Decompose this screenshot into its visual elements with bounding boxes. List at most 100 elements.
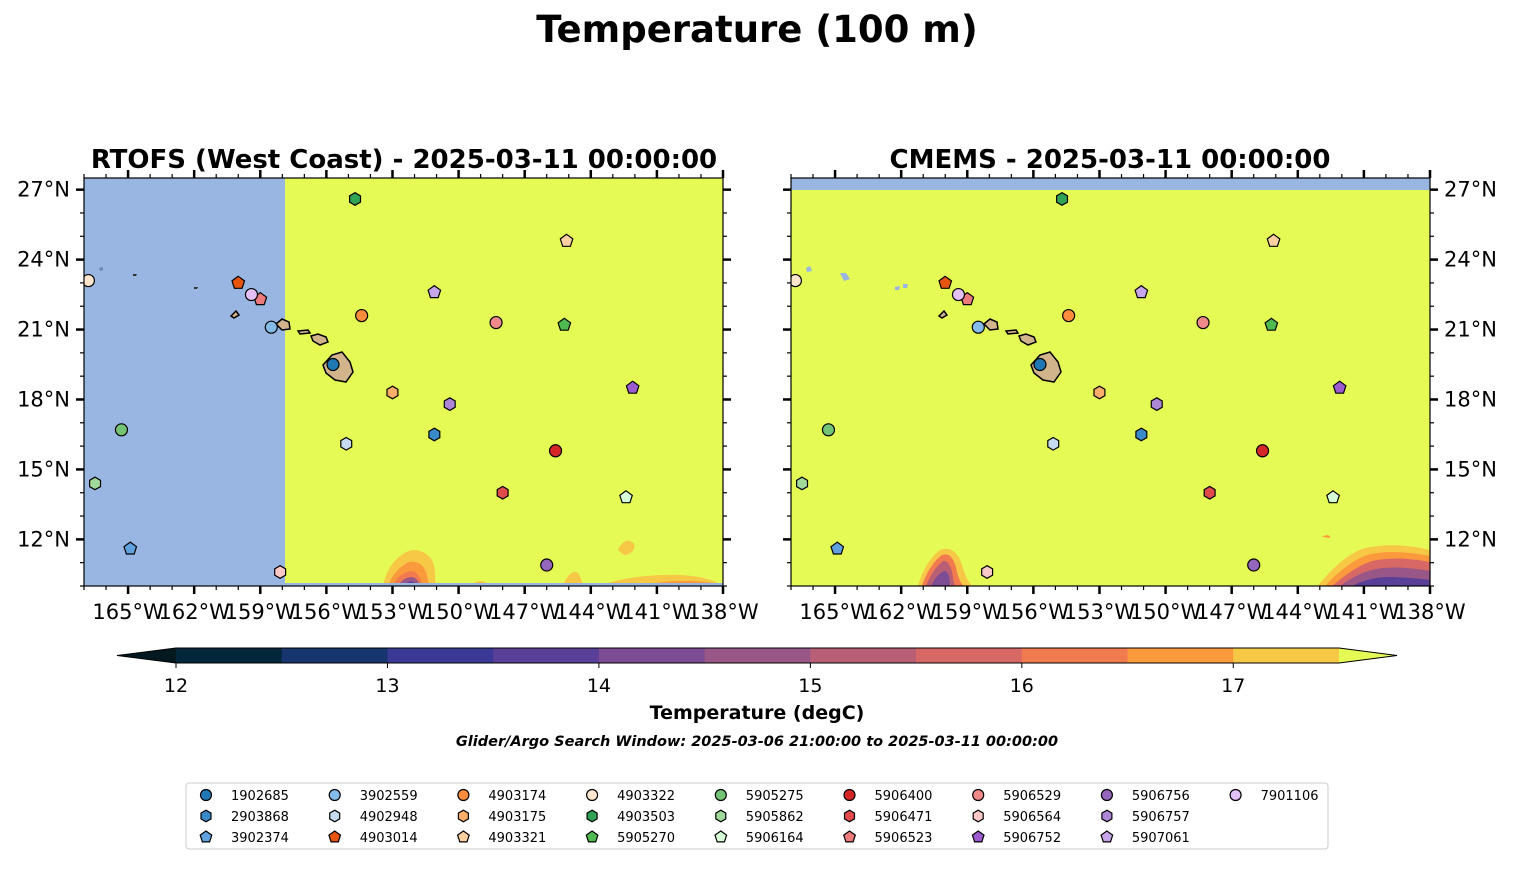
colorbar-tick-label: 17 xyxy=(1221,675,1245,697)
float-5906400-rtofs xyxy=(548,444,563,458)
nodata-strip-cmems xyxy=(791,178,1430,190)
colorbar-ticks: 12 13 14 15 16 17 xyxy=(164,663,1245,697)
float-4903174-cmems xyxy=(1062,308,1076,323)
legend-label-5906564: 5906564 xyxy=(1003,810,1061,825)
frame-cmems xyxy=(790,177,1431,587)
legend-item-5906756: 5906756 xyxy=(1100,788,1190,804)
float-5906757-cmems xyxy=(1150,397,1163,412)
map-area-cmems xyxy=(791,178,1430,586)
x-tick-label-cmems: 141°W xyxy=(1328,600,1400,624)
legend-item-4903321: 4903321 xyxy=(456,830,546,846)
legend-label-3902559: 3902559 xyxy=(360,789,418,804)
float-markers-rtofs xyxy=(84,192,640,579)
float-5906471-rtofs xyxy=(496,485,509,500)
colorbar-tick-label: 15 xyxy=(798,675,822,697)
legend-label-5906756: 5906756 xyxy=(1132,789,1190,804)
island-molokai-rtofs xyxy=(296,329,312,335)
axes-rtofs: 165°W162°W159°W156°W153°W150°W147°W144°W… xyxy=(17,170,759,624)
island-kauai-rtofs xyxy=(229,309,241,319)
float-3902559-rtofs xyxy=(264,320,278,334)
y-tick-label-cmems: 18°N xyxy=(1444,387,1497,411)
panel-title-rtofs: RTOFS (West Coast) - 2025-03-11 00:00:00 xyxy=(91,145,717,175)
temperature-field-rtofs xyxy=(285,178,723,586)
float-5906529-rtofs xyxy=(489,315,503,330)
legend-marker-5906757 xyxy=(1101,809,1113,823)
legend-marker-4903322 xyxy=(585,788,599,802)
legend-item-5906523: 5906523 xyxy=(842,830,932,846)
float-5905275-cmems xyxy=(821,423,836,437)
atoll-cmems-1 xyxy=(806,266,812,272)
legend-item-4903322: 4903322 xyxy=(585,788,675,804)
x-tick-label-cmems: 138°W xyxy=(1394,600,1466,624)
legend-marker-5906529 xyxy=(972,788,985,802)
map-area-rtofs xyxy=(84,178,723,586)
colorbar-segment xyxy=(1233,648,1340,663)
x-tick-label-rtofs: 150°W xyxy=(423,600,495,624)
x-tick-label-rtofs: 162°W xyxy=(158,600,230,624)
legend-item-5905862: 5905862 xyxy=(715,809,804,825)
legend-marker-4903014 xyxy=(328,830,342,843)
legend: 1902685 2903868 3902374 3902559 4902948 49030… xyxy=(185,782,1329,850)
legend-label-4903014: 4903014 xyxy=(360,831,418,846)
legend-item-5906752: 5906752 xyxy=(971,830,1061,846)
contour-fill-cmems-9 xyxy=(1352,577,1430,586)
x-tick-label-cmems: 147°W xyxy=(1196,600,1268,624)
legend-item-4902948: 4902948 xyxy=(329,809,418,825)
float-3902374-rtofs xyxy=(123,541,138,555)
float-5906164-cmems xyxy=(1326,490,1341,504)
colorbar-segment xyxy=(387,648,494,663)
float-7901106-rtofs xyxy=(244,287,259,302)
colorbar-segment xyxy=(810,648,917,663)
y-tick-label-cmems: 12°N xyxy=(1444,527,1497,551)
island-molokai-cmems xyxy=(1004,329,1020,335)
float-3902559-cmems xyxy=(971,320,985,334)
float-4902948-cmems xyxy=(1047,436,1060,451)
legend-marker-4903175 xyxy=(457,809,469,823)
float-5906564-rtofs xyxy=(274,565,287,579)
float-4903503-rtofs xyxy=(349,192,362,206)
legend-marker-5906471 xyxy=(843,809,856,823)
colorbar-tick-label: 13 xyxy=(375,675,399,697)
float-4903322-cmems xyxy=(791,273,803,288)
y-tick-label-cmems: 27°N xyxy=(1444,178,1497,202)
legend-label-1902685: 1902685 xyxy=(231,789,289,804)
float-5905862-cmems xyxy=(795,476,809,491)
y-tick-label-cmems: 24°N xyxy=(1444,248,1497,272)
temperature-field-cmems xyxy=(791,190,1430,586)
float-4903174-rtofs xyxy=(355,308,369,323)
panel-title-cmems: CMEMS - 2025-03-11 00:00:00 xyxy=(890,145,1331,175)
float-5906757-rtofs xyxy=(443,397,456,412)
legend-label-4903175: 4903175 xyxy=(488,810,546,825)
float-4903014-rtofs xyxy=(231,275,246,289)
float-4903322-rtofs xyxy=(84,273,96,288)
legend-label-4903321: 4903321 xyxy=(488,831,546,846)
colorbar-outline xyxy=(116,647,1398,664)
legend-item-5907061: 5907061 xyxy=(1100,830,1190,846)
legend-item-5906471: 5906471 xyxy=(843,809,932,825)
x-tick-label-cmems: 144°W xyxy=(1262,600,1334,624)
legend-marker-5906564 xyxy=(972,809,984,823)
legend-marker-3902559 xyxy=(328,788,341,802)
legend-label-4903174: 4903174 xyxy=(488,789,546,804)
legend-item-5906757: 5906757 xyxy=(1101,809,1190,825)
legend-marker-7901106 xyxy=(1229,788,1242,802)
y-tick-label-rtofs: 18°N xyxy=(17,387,70,411)
colorbar-segments xyxy=(176,648,1340,663)
legend-item-4903503: 4903503 xyxy=(586,809,675,825)
colorbar: 12 13 14 15 16 17 Temperature (degC) xyxy=(116,647,1398,724)
legend-marker-4903503 xyxy=(586,809,598,823)
legend-marker-1902685 xyxy=(199,788,213,802)
float-7901106-cmems xyxy=(951,287,966,302)
legend-label-5905862: 5905862 xyxy=(746,810,804,825)
legend-marker-5907061 xyxy=(1100,830,1114,843)
legend-item-5906164: 5906164 xyxy=(714,830,804,846)
legend-marker-4903321 xyxy=(456,830,470,843)
island-maui-rtofs xyxy=(309,333,329,346)
float-4903321-cmems xyxy=(1266,233,1281,247)
y-tick-label-rtofs: 15°N xyxy=(17,457,70,481)
colorbar-segment xyxy=(916,648,1023,663)
float-3902374-cmems xyxy=(830,541,845,555)
legend-label-5905275: 5905275 xyxy=(746,789,804,804)
legend-label-5906400: 5906400 xyxy=(875,789,933,804)
